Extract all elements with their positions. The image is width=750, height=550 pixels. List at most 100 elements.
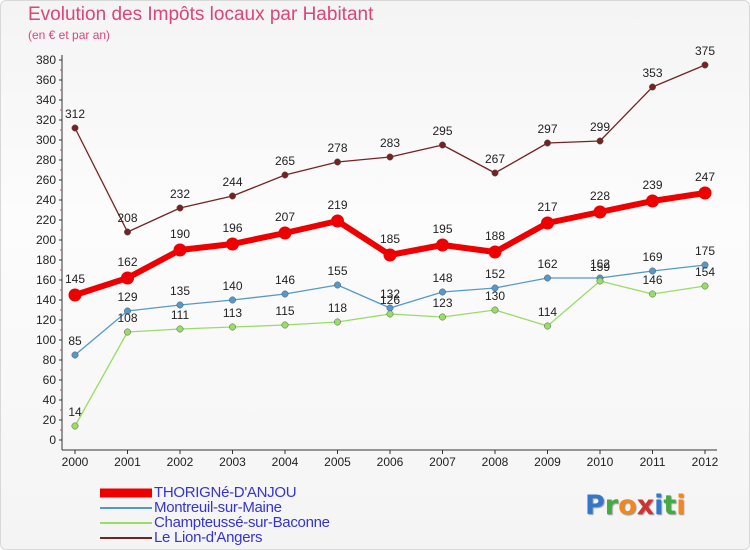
y-tick-label: 360 [36,73,56,87]
x-tick-label: 2010 [587,455,614,469]
legend-label: Montreuil-sur-Maine [154,499,282,516]
y-tick-label: 380 [36,53,56,67]
data-label: 312 [65,107,85,121]
data-point [596,277,604,285]
data-label: 113 [223,306,242,320]
data-point [278,226,292,240]
data-label: 129 [117,290,137,304]
data-point [121,271,134,285]
data-label: 217 [537,200,557,214]
data-point [541,216,554,230]
legend-swatch [100,506,152,509]
y-tick-label: 260 [36,173,56,187]
data-label: 353 [642,66,662,80]
data-label: 130 [485,289,505,303]
x-tick-label: 2001 [114,455,141,469]
data-point [436,238,449,252]
y-tick-label: 200 [36,233,56,247]
data-point [71,124,79,132]
y-tick-label: 80 [43,353,57,367]
x-tick-label: 2004 [272,455,299,469]
x-tick-label: 2006 [377,455,404,469]
data-point [701,282,709,290]
data-label: 219 [327,198,347,212]
y-tick-label: 120 [36,313,56,327]
data-label: 152 [485,267,505,281]
logo-letter: o [618,490,637,521]
x-tick-label: 2003 [219,455,246,469]
data-label: 85 [68,334,82,348]
data-label: 14 [68,405,82,419]
y-tick-label: 160 [36,273,56,287]
x-tick-label: 2000 [62,455,89,469]
chart-axes: 0 20 40 60 80 100 120 140 160 180 200 220 240 260 280 3… [36,53,719,469]
x-tick-label: 2008 [482,455,509,469]
data-label: 232 [170,187,190,201]
data-label: 146 [275,273,295,287]
data-label: 278 [327,141,347,155]
data-label: 155 [327,264,347,278]
logo-letter: r [604,490,619,521]
data-label: 267 [485,152,505,166]
data-point [124,228,131,236]
data-label: 297 [537,122,557,136]
data-point [491,306,499,314]
data-point [281,290,289,298]
data-point [229,323,236,331]
proxiti-logo: Proxiti [585,490,686,521]
data-point [331,214,344,228]
data-point [491,284,499,292]
data-label: 247 [695,170,715,184]
data-label: 283 [380,136,400,150]
data-label: 375 [695,44,715,58]
legend-label: THORIGNé-D'ANJOU [154,484,297,501]
data-point [176,204,184,212]
data-label: 162 [537,257,557,271]
data-label: 146 [642,273,662,287]
data-point [386,153,394,161]
data-label: 162 [590,257,610,271]
data-point [488,245,502,259]
data-label: 265 [275,154,295,168]
chart-series [68,61,712,430]
data-point [701,261,709,269]
data-label: 126 [380,293,400,307]
logo-letter: i [676,490,686,521]
y-tick-label: 40 [43,393,57,407]
data-point [386,310,394,318]
chart-title: Evolution des Impôts locaux par Habitant [28,4,374,25]
legend-swatch [100,536,152,539]
data-label: 140 [222,279,242,293]
data-label: 148 [432,271,452,285]
data-point [491,169,499,177]
data-point [281,171,289,179]
legend-swatch [100,488,152,497]
data-point [646,194,659,208]
data-label: 228 [590,189,610,203]
legend-label: Champteussé-sur-Baconne [154,514,330,531]
data-label: 159 [590,260,610,274]
data-point [226,237,239,251]
data-point [698,186,712,200]
data-label: 196 [222,221,242,235]
data-label: 135 [170,284,190,298]
logo-letter: t [663,490,677,521]
data-label: 190 [170,227,190,241]
data-point [649,290,656,298]
chart-subtitle: (en € et par an) [28,28,111,42]
data-point [701,61,709,69]
data-label: 154 [695,265,715,279]
legend-label: Le Lion-d'Angers [154,529,263,546]
y-tick-label: 300 [36,133,56,147]
data-label: 175 [695,244,715,258]
data-point [334,158,341,166]
logo-letter: x [636,490,655,521]
data-point [649,83,656,91]
logo-letter: P [585,490,605,521]
data-point [439,313,446,321]
data-point [68,288,82,302]
data-point [649,267,656,275]
data-point [173,243,187,257]
x-tick-label: 2012 [692,455,719,469]
